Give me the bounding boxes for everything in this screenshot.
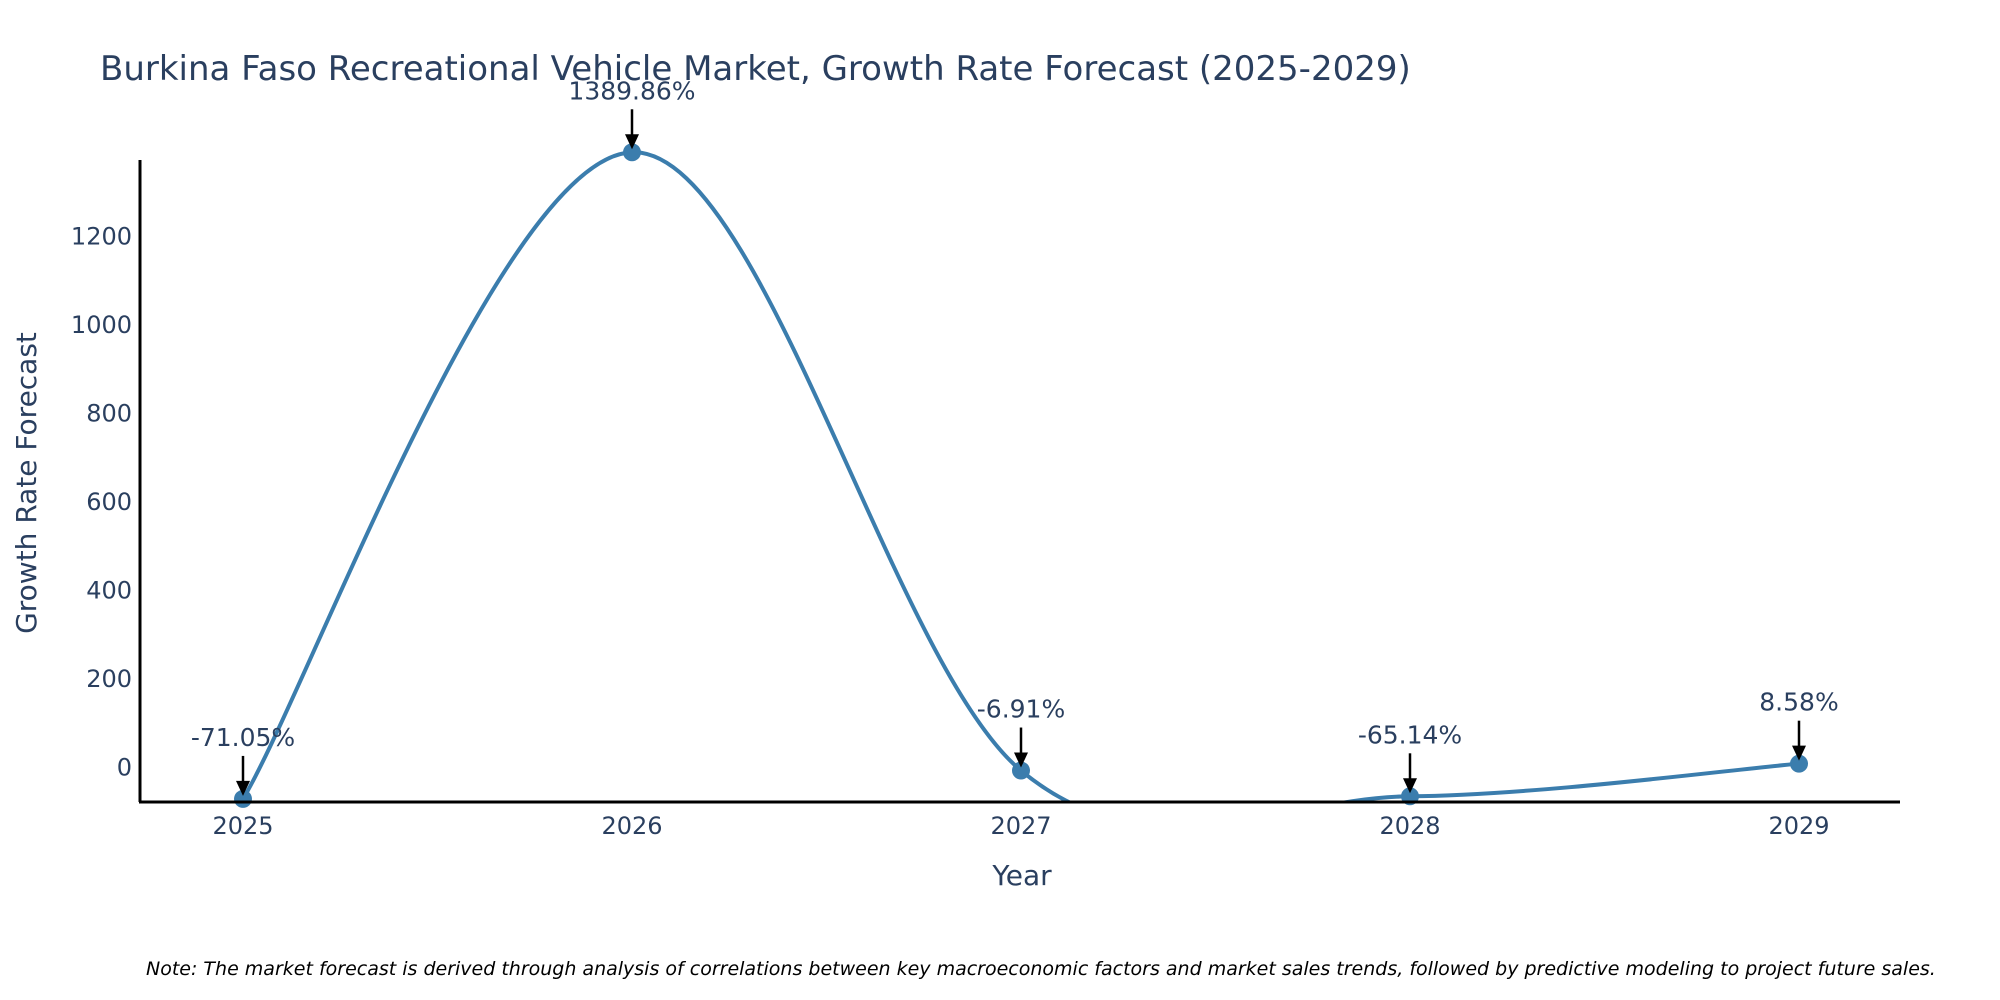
data-label: 1389.86% bbox=[568, 76, 695, 105]
y-tick-label: 600 bbox=[86, 488, 132, 516]
data-label: -6.91% bbox=[977, 695, 1065, 724]
annotation-arrowhead bbox=[625, 134, 639, 150]
annotation-arrowhead bbox=[1403, 778, 1417, 794]
x-tick-label: 2028 bbox=[1379, 812, 1440, 840]
x-tick-label: 2027 bbox=[990, 812, 1051, 840]
y-tick-label: 0 bbox=[117, 753, 132, 781]
footnote: Note: The market forecast is derived thr… bbox=[146, 958, 1936, 980]
y-tick-label: 400 bbox=[86, 576, 132, 604]
chart-title: Burkina Faso Recreational Vehicle Market… bbox=[100, 49, 1411, 89]
data-point bbox=[1790, 754, 1808, 773]
y-tick-label: 1000 bbox=[71, 311, 132, 339]
annotation-arrowhead bbox=[236, 780, 250, 796]
annotation-arrowhead bbox=[1792, 745, 1806, 761]
data-label: -71.05% bbox=[191, 723, 295, 752]
x-tick-label: 2029 bbox=[1768, 812, 1829, 840]
annotation-arrowhead bbox=[1014, 752, 1028, 768]
x-axis-title: Year bbox=[991, 859, 1052, 892]
x-tick-label: 2026 bbox=[601, 812, 662, 840]
y-tick-label: 1200 bbox=[71, 222, 132, 250]
y-tick-label: 200 bbox=[86, 665, 132, 693]
y-axis-title: Growth Rate Forecast bbox=[10, 332, 43, 634]
y-tick-label: 800 bbox=[86, 399, 132, 427]
x-tick-label: 2025 bbox=[212, 812, 273, 840]
data-label: 8.58% bbox=[1759, 688, 1838, 717]
data-point bbox=[1012, 761, 1030, 780]
data-point bbox=[623, 143, 641, 162]
data-label: -65.14% bbox=[1358, 720, 1462, 749]
growth-rate-line bbox=[241, 150, 1800, 802]
